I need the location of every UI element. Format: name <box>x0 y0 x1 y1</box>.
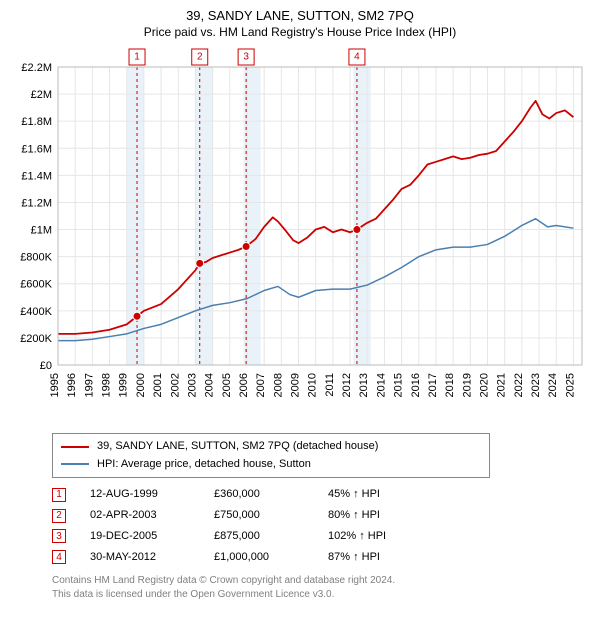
svg-text:2013: 2013 <box>358 373 370 397</box>
svg-text:2011: 2011 <box>324 373 336 397</box>
legend-item: 39, SANDY LANE, SUTTON, SM2 7PQ (detache… <box>61 438 481 456</box>
legend-swatch <box>61 463 89 465</box>
svg-text:£1M: £1M <box>31 225 52 237</box>
svg-text:1998: 1998 <box>101 373 113 397</box>
svg-text:2022: 2022 <box>513 373 525 397</box>
transaction-marker: 3 <box>52 529 66 543</box>
transaction-marker: 4 <box>52 550 66 564</box>
svg-text:2018: 2018 <box>444 373 456 397</box>
footer-line: This data is licensed under the Open Gov… <box>52 588 590 602</box>
legend: 39, SANDY LANE, SUTTON, SM2 7PQ (detache… <box>52 433 490 478</box>
svg-text:£2M: £2M <box>31 89 52 101</box>
svg-text:2023: 2023 <box>530 373 542 397</box>
svg-text:2020: 2020 <box>479 373 491 397</box>
legend-item: HPI: Average price, detached house, Sutt… <box>61 456 481 474</box>
transaction-row: 4 30-MAY-2012 £1,000,000 87% ↑ HPI <box>52 547 590 568</box>
svg-text:2024: 2024 <box>547 373 559 397</box>
svg-text:£200K: £200K <box>20 333 52 345</box>
chart-plot-area: £0 £200K £400K £600K £800K £1M £1.2M £1.4M £1.6M… <box>10 45 590 425</box>
footer-attribution: Contains HM Land Registry data © Crown c… <box>52 574 590 602</box>
svg-text:2000: 2000 <box>135 373 147 397</box>
legend-label: 39, SANDY LANE, SUTTON, SM2 7PQ (detache… <box>97 438 378 456</box>
footer-line: Contains HM Land Registry data © Crown c… <box>52 574 590 588</box>
chart-title: 39, SANDY LANE, SUTTON, SM2 7PQ <box>10 8 590 23</box>
svg-text:£1.4M: £1.4M <box>21 170 52 182</box>
svg-text:2014: 2014 <box>375 373 387 397</box>
transaction-price: £1,000,000 <box>214 547 304 568</box>
svg-text:2015: 2015 <box>393 373 405 397</box>
svg-text:2008: 2008 <box>272 373 284 397</box>
svg-text:1995: 1995 <box>49 373 61 397</box>
svg-text:2003: 2003 <box>186 373 198 397</box>
transaction-marker: 1 <box>52 488 66 502</box>
transaction-marker: 2 <box>52 509 66 523</box>
svg-text:2001: 2001 <box>152 373 164 397</box>
chart-svg: £0 £200K £400K £600K £800K £1M £1.2M £1.4M £1.6M… <box>10 45 590 425</box>
svg-text:2009: 2009 <box>290 373 302 397</box>
svg-text:2017: 2017 <box>427 373 439 397</box>
transaction-row: 1 12-AUG-1999 £360,000 45% ↑ HPI <box>52 484 590 505</box>
transaction-price: £360,000 <box>214 484 304 505</box>
svg-text:£800K: £800K <box>20 252 52 264</box>
svg-text:2021: 2021 <box>496 373 508 397</box>
svg-text:2019: 2019 <box>461 373 473 397</box>
svg-text:1997: 1997 <box>83 373 95 397</box>
svg-text:2002: 2002 <box>169 373 181 397</box>
svg-text:£0: £0 <box>40 360 52 372</box>
transaction-date: 02-APR-2003 <box>90 505 190 526</box>
transaction-date: 30-MAY-2012 <box>90 547 190 568</box>
svg-text:£1.2M: £1.2M <box>21 197 52 209</box>
chart-subtitle: Price paid vs. HM Land Registry's House … <box>10 25 590 39</box>
svg-text:£1.6M: £1.6M <box>21 143 52 155</box>
svg-text:4: 4 <box>354 52 360 63</box>
transaction-row: 2 02-APR-2003 £750,000 80% ↑ HPI <box>52 505 590 526</box>
transaction-price: £750,000 <box>214 505 304 526</box>
svg-text:2005: 2005 <box>221 373 233 397</box>
transaction-table: 1 12-AUG-1999 £360,000 45% ↑ HPI 2 02-APR-200… <box>52 484 590 568</box>
svg-text:£2.2M: £2.2M <box>21 62 52 74</box>
svg-text:2007: 2007 <box>255 373 267 397</box>
svg-text:1999: 1999 <box>118 373 130 397</box>
svg-text:2006: 2006 <box>238 373 250 397</box>
transaction-date: 19-DEC-2005 <box>90 526 190 547</box>
svg-text:£400K: £400K <box>20 306 52 318</box>
svg-text:1996: 1996 <box>66 373 78 397</box>
svg-text:2004: 2004 <box>204 373 216 397</box>
svg-text:1: 1 <box>134 52 140 63</box>
svg-text:3: 3 <box>243 52 249 63</box>
transaction-date: 12-AUG-1999 <box>90 484 190 505</box>
svg-text:£600K: £600K <box>20 279 52 291</box>
legend-label: HPI: Average price, detached house, Sutt… <box>97 456 311 474</box>
transaction-pct: 80% ↑ HPI <box>328 505 418 526</box>
svg-text:2: 2 <box>197 52 203 63</box>
transaction-price: £875,000 <box>214 526 304 547</box>
svg-text:2012: 2012 <box>341 373 353 397</box>
svg-text:2025: 2025 <box>564 373 576 397</box>
svg-text:2016: 2016 <box>410 373 422 397</box>
transaction-pct: 45% ↑ HPI <box>328 484 418 505</box>
svg-text:£1.8M: £1.8M <box>21 116 52 128</box>
chart-container: 39, SANDY LANE, SUTTON, SM2 7PQ Price pa… <box>0 0 600 612</box>
transaction-pct: 87% ↑ HPI <box>328 547 418 568</box>
legend-swatch <box>61 446 89 448</box>
transaction-pct: 102% ↑ HPI <box>328 526 418 547</box>
svg-text:2010: 2010 <box>307 373 319 397</box>
transaction-row: 3 19-DEC-2005 £875,000 102% ↑ HPI <box>52 526 590 547</box>
